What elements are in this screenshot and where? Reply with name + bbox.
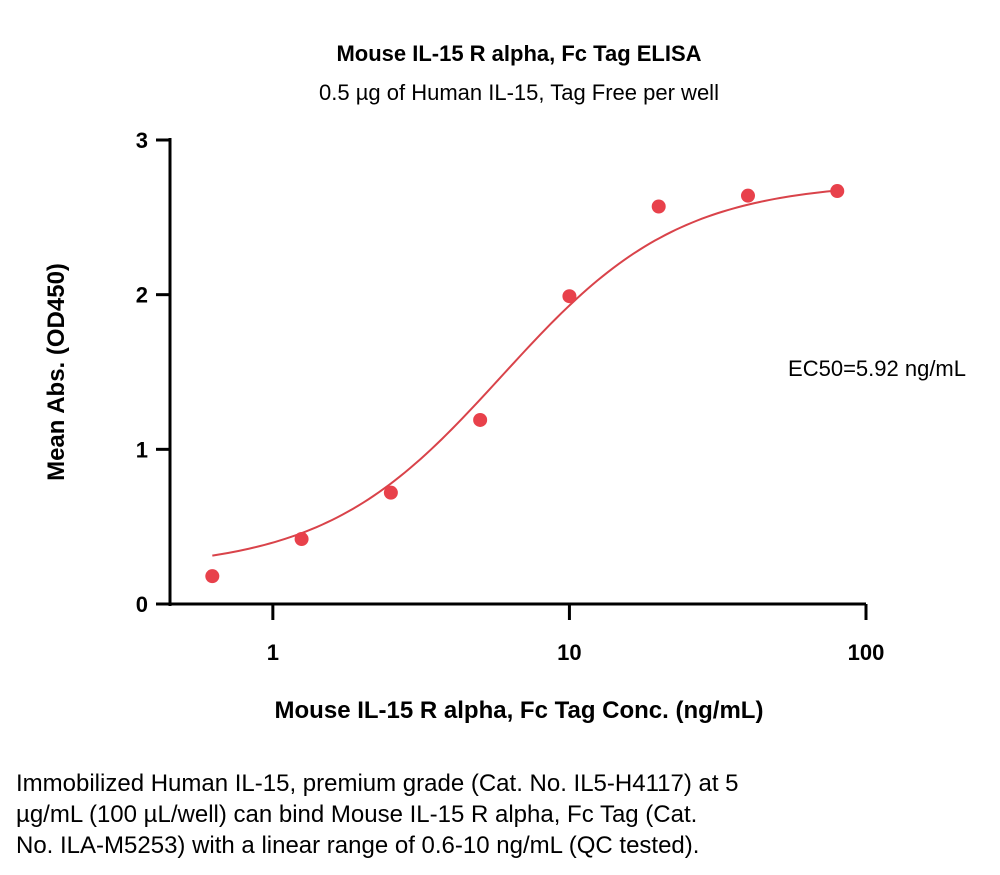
- data-point: [830, 184, 845, 199]
- y-axis-label: Mean Abs. (OD450): [43, 263, 70, 481]
- caption-line: Immobilized Human IL-15, premium grade (…: [16, 770, 739, 797]
- caption-line: No. ILA-M5253) with a linear range of 0.…: [16, 832, 700, 859]
- data-point: [473, 412, 488, 427]
- chart-title: Mouse IL-15 R alpha, Fc Tag ELISA: [336, 41, 701, 66]
- axes: 0 1 2 3 1 10 100: [136, 128, 885, 665]
- data-point: [383, 485, 398, 500]
- chart-subtitle: 0.5 µg of Human IL-15, Tag Free per well: [319, 80, 719, 105]
- elisa-chart: Mouse IL-15 R alpha, Fc Tag ELISA 0.5 µg…: [43, 41, 966, 724]
- data-point: [651, 199, 666, 214]
- y-tick-label: 2: [136, 283, 148, 308]
- x-tick-label: 100: [848, 640, 885, 665]
- data-point: [740, 188, 755, 203]
- data-points-layer: [205, 184, 845, 584]
- x-tick-label: 1: [267, 640, 279, 665]
- y-tick-label: 3: [136, 128, 148, 153]
- figure-caption: Immobilized Human IL-15, premium grade (…: [16, 768, 916, 861]
- y-tick-label: 0: [136, 592, 148, 617]
- x-axis-label: Mouse IL-15 R alpha, Fc Tag Conc. (ng/mL…: [275, 697, 764, 724]
- x-tick-label: 10: [557, 640, 581, 665]
- data-point: [205, 569, 220, 584]
- caption-line: µg/mL (100 µL/well) can bind Mouse IL-15…: [16, 801, 698, 828]
- ec50-annotation: EC50=5.92 ng/mL: [788, 356, 966, 381]
- fit-curve: [212, 189, 838, 557]
- data-point: [562, 289, 577, 304]
- data-point: [294, 532, 309, 547]
- y-tick-label: 1: [136, 437, 148, 462]
- fit-curve-layer: [212, 189, 838, 557]
